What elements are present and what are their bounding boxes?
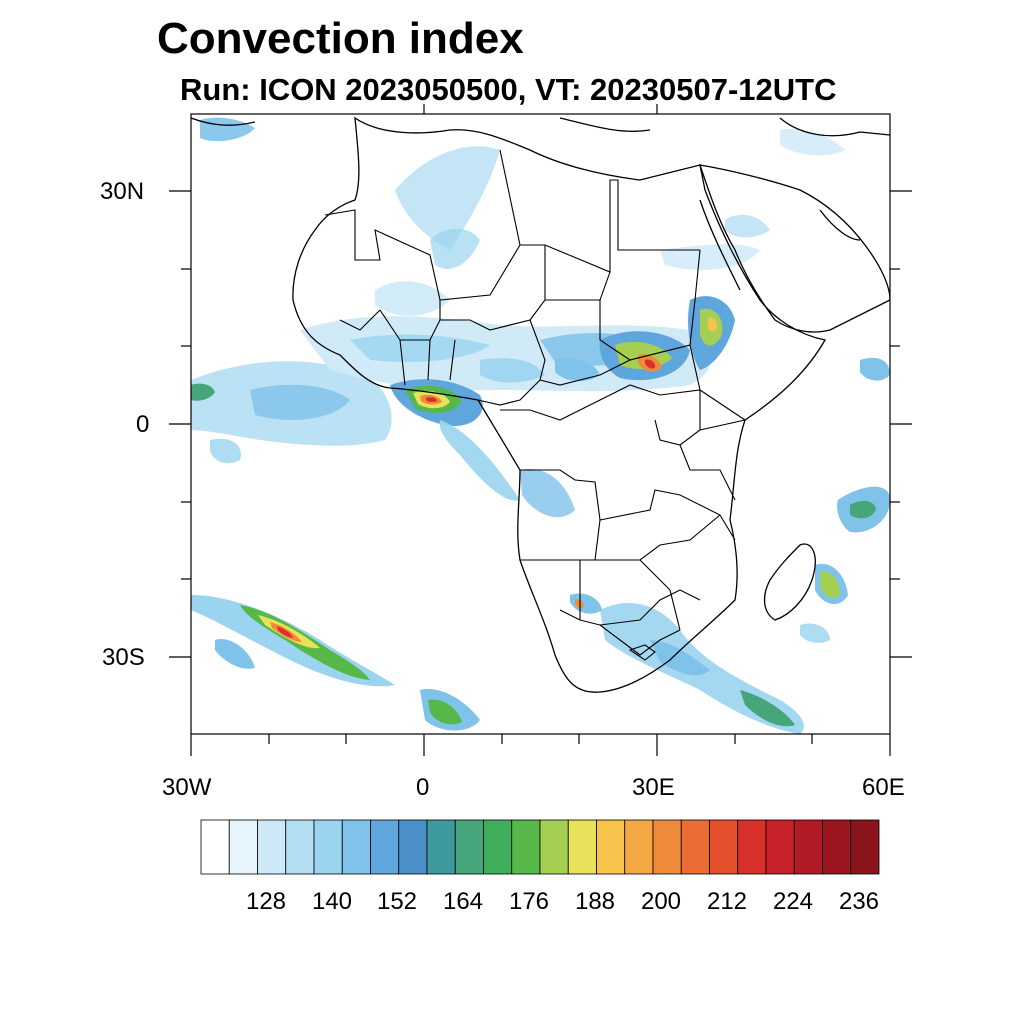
colorbar-swatch bbox=[539, 819, 569, 875]
country-borders bbox=[324, 149, 746, 661]
colorbar-swatch bbox=[257, 819, 287, 875]
colorbar-swatch bbox=[483, 819, 513, 875]
colorbar-swatch bbox=[398, 819, 428, 875]
chart-subtitle: Run: ICON 2023050500, VT: 20230507-12UTC bbox=[180, 72, 837, 107]
lat-label-30n: 30N bbox=[100, 178, 145, 205]
colorbar-swatch bbox=[370, 819, 400, 875]
colorbar-swatch bbox=[765, 819, 795, 875]
lon-label-30w: 30W bbox=[162, 774, 212, 801]
colorbar-swatch bbox=[228, 819, 258, 875]
lon-label-60e: 60E bbox=[862, 774, 905, 801]
colorbar bbox=[200, 819, 880, 875]
chart-title: Convection index bbox=[157, 14, 524, 63]
colorbar-swatch bbox=[793, 819, 823, 875]
colorbar-label: 212 bbox=[706, 888, 748, 915]
colorbar-label: 200 bbox=[640, 888, 682, 915]
lon-label-0: 0 bbox=[416, 774, 430, 801]
colorbar-swatch bbox=[822, 819, 852, 875]
colorbar-swatch bbox=[680, 819, 710, 875]
colorbar-label: 176 bbox=[508, 888, 550, 915]
colorbar-swatch bbox=[709, 819, 739, 875]
colorbar-label: 236 bbox=[838, 888, 880, 915]
axis-ticks bbox=[169, 104, 912, 756]
colorbar-swatch bbox=[454, 819, 484, 875]
colorbar-swatch bbox=[313, 819, 343, 875]
colorbar-label: 164 bbox=[442, 888, 484, 915]
lon-label-30e: 30E bbox=[632, 774, 675, 801]
coastlines bbox=[191, 116, 890, 693]
colorbar-label: 224 bbox=[772, 888, 814, 915]
colorbar-label: 188 bbox=[574, 888, 616, 915]
colorbar-swatch bbox=[426, 819, 456, 875]
colorbar-swatch bbox=[200, 819, 230, 875]
colorbar-swatch bbox=[285, 819, 315, 875]
colorbar-swatch bbox=[652, 819, 682, 875]
colorbar-label: 128 bbox=[245, 888, 287, 915]
lat-label-0: 0 bbox=[136, 411, 150, 438]
colorbar-swatch bbox=[624, 819, 654, 875]
colorbar-swatch bbox=[850, 819, 880, 875]
convection-field bbox=[191, 117, 890, 734]
colorbar-label: 152 bbox=[376, 888, 418, 915]
colorbar-swatch bbox=[596, 819, 626, 875]
colorbar-label: 140 bbox=[311, 888, 353, 915]
colorbar-swatch bbox=[341, 819, 371, 875]
lat-label-30s: 30S bbox=[102, 644, 145, 671]
colorbar-swatch bbox=[567, 819, 597, 875]
colorbar-swatch bbox=[511, 819, 541, 875]
colorbar-swatch bbox=[737, 819, 767, 875]
